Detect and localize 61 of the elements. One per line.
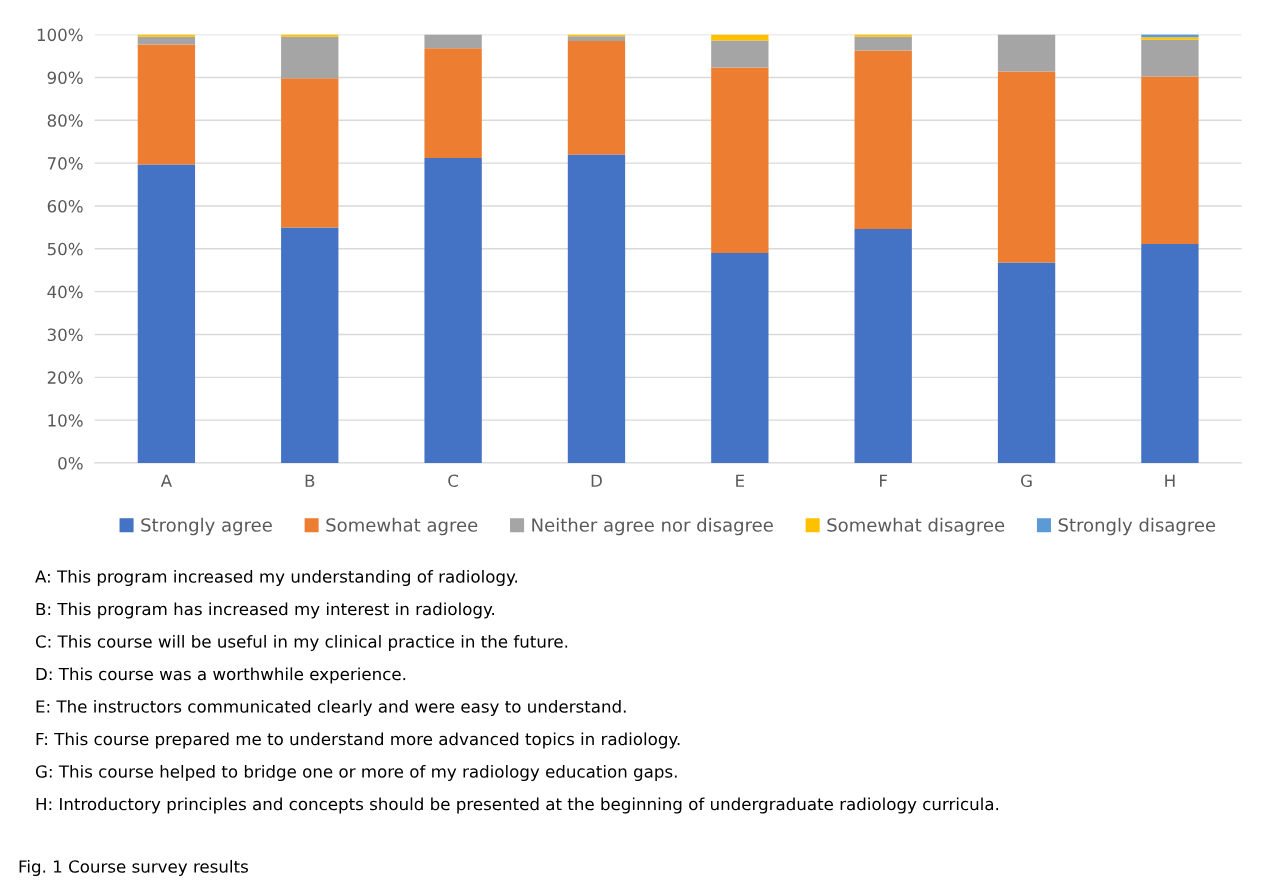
bar	[567, 154, 626, 464]
y-tick-label: 70%	[47, 157, 83, 170]
legend-label: Strongly agree	[141, 517, 272, 536]
y-tick-label: 50%	[47, 242, 83, 256]
y-tick-label: 0%	[58, 456, 83, 470]
bar	[281, 227, 339, 464]
bar	[137, 164, 196, 464]
legend-label: Neither agree nor disagree	[532, 517, 773, 536]
bar	[711, 253, 769, 464]
text: G: This course helped to bridge one or more of my radiology education gaps.	[35, 764, 677, 782]
bar	[1141, 39, 1199, 77]
text: E: The instructors communicated clearly and were easy to understand.	[36, 699, 626, 717]
x-tick-label: C	[448, 474, 459, 488]
y-tick-label: 10%	[48, 414, 83, 427]
bar	[1141, 76, 1199, 245]
x-tick-label: H	[1165, 474, 1175, 487]
legend-label: Somewhat disagree	[827, 517, 1005, 536]
bar	[711, 67, 769, 254]
bar	[854, 36, 912, 51]
y-tick-label: 30%	[47, 328, 83, 342]
legend-label: Strongly disagree	[1058, 517, 1216, 536]
x-tick-label: E	[736, 474, 745, 487]
bar	[424, 34, 482, 49]
bar	[281, 78, 339, 228]
text: H: Introductory principles and concepts should be presented at the beginning of undergraduate radiology curricula.	[36, 797, 999, 814]
bar	[997, 262, 1056, 464]
text: C: This course will be useful in my clinical practice in the future.	[35, 634, 568, 652]
bar	[711, 40, 769, 68]
text: B: This program has increased my interest in radiology.	[36, 602, 494, 619]
bar	[567, 41, 626, 155]
y-tick-label: 100%	[37, 28, 83, 42]
x-tick-label: B	[305, 474, 315, 487]
y-tick-label: 60%	[47, 199, 83, 213]
x-tick-label: D	[591, 474, 602, 487]
y-tick-label: 80%	[47, 114, 83, 127]
bar	[281, 34, 339, 37]
y-tick-label: 40%	[47, 285, 83, 299]
bar	[854, 50, 912, 230]
y-tick-label: 90%	[47, 71, 83, 84]
bar	[854, 229, 912, 464]
bar	[424, 48, 482, 158]
bar	[711, 34, 769, 41]
bar	[997, 71, 1056, 263]
bar	[137, 36, 196, 45]
bar	[1141, 244, 1199, 464]
bar	[567, 36, 626, 42]
legend-label: Somewhat agree	[326, 517, 478, 536]
x-tick-label: A	[160, 474, 172, 487]
text: F: This course prepared me to understand more advanced topics in radiology.	[36, 732, 680, 749]
bar	[281, 36, 339, 79]
bar	[997, 34, 1056, 72]
text: A: This program increased my understanding of radiology.	[35, 569, 518, 587]
bar	[137, 34, 196, 37]
text: D: This course was a worthwhile experience.	[36, 667, 406, 684]
caption: Fig. 1 Course survey results	[19, 859, 248, 877]
y-tick-label: 20%	[47, 371, 83, 384]
bar	[424, 157, 482, 464]
bar	[137, 44, 196, 165]
bar	[854, 34, 912, 37]
x-tick-label: F	[880, 474, 888, 487]
x-tick-label: G	[1021, 474, 1032, 488]
